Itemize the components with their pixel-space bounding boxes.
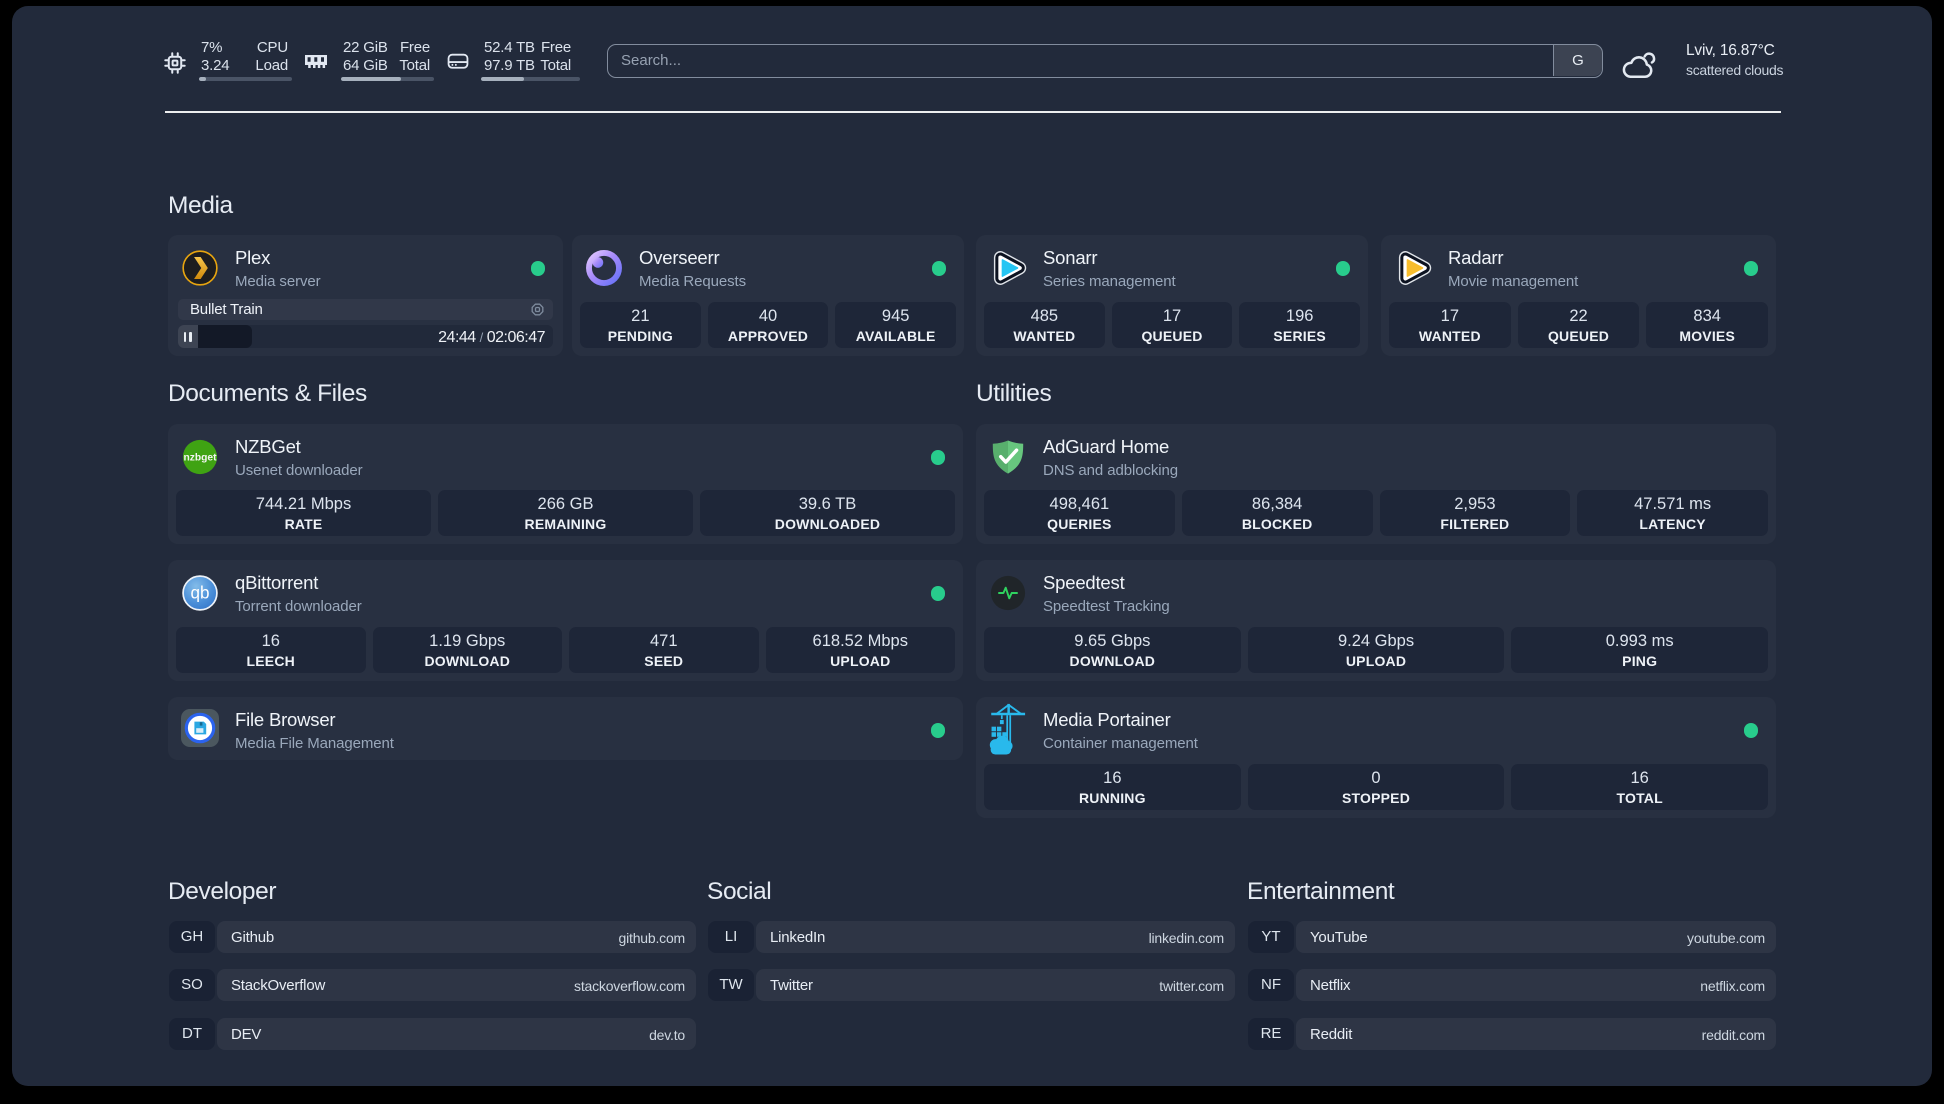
svg-text:qb: qb [190,584,209,603]
svg-text:nzbget: nzbget [183,453,217,464]
